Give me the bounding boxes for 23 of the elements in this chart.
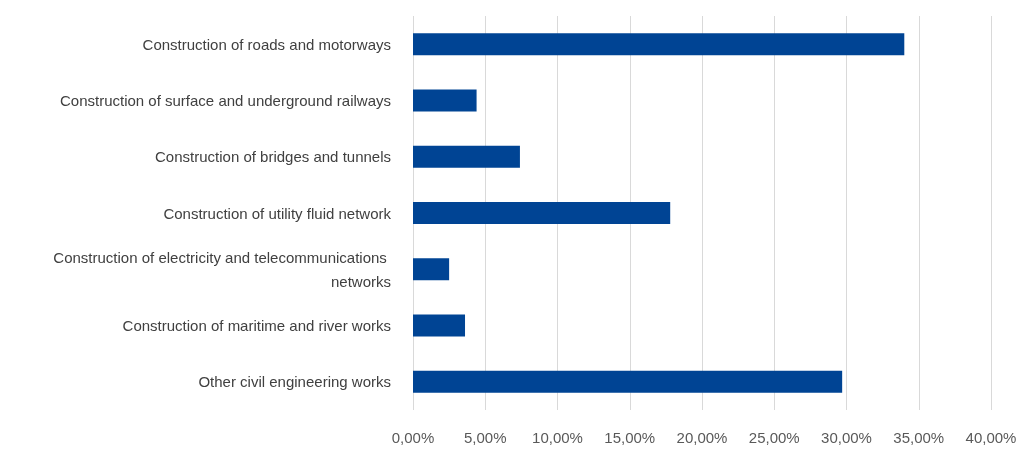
x-tick-label: 30,00% — [821, 429, 872, 446]
y-tick-label: Construction of utility fluid network — [163, 204, 392, 222]
bar — [413, 33, 905, 56]
x-tick-label: 5,00% — [463, 429, 507, 446]
x-tick-label: 25,00% — [748, 429, 800, 446]
y-tick-label: Other civil engineering works — [198, 373, 391, 391]
x-tick-label: 0,00% — [391, 429, 435, 446]
x-tick-label: 10,00% — [532, 429, 583, 446]
bar — [413, 202, 671, 224]
bar — [413, 314, 466, 337]
y-tick-label: Construction of roads and motorways — [142, 35, 391, 53]
x-tick-label: 15,00% — [604, 429, 656, 446]
bar — [413, 370, 843, 393]
x-tick-label: 40,00% — [965, 429, 1017, 446]
bar — [413, 89, 477, 112]
bar — [413, 145, 520, 168]
y-tick-label: Construction of electricity and telecommunications networks — [53, 248, 391, 290]
x-tick-label: 20,00% — [676, 429, 728, 446]
y-tick-label: Construction of surface and underground railways — [59, 91, 391, 109]
y-tick-label: Construction of bridges and tunnels — [155, 148, 391, 166]
x-tick-label: 35,00% — [893, 429, 945, 446]
bar — [413, 258, 450, 281]
y-tick-label: Construction of maritime and river works — [122, 317, 391, 335]
